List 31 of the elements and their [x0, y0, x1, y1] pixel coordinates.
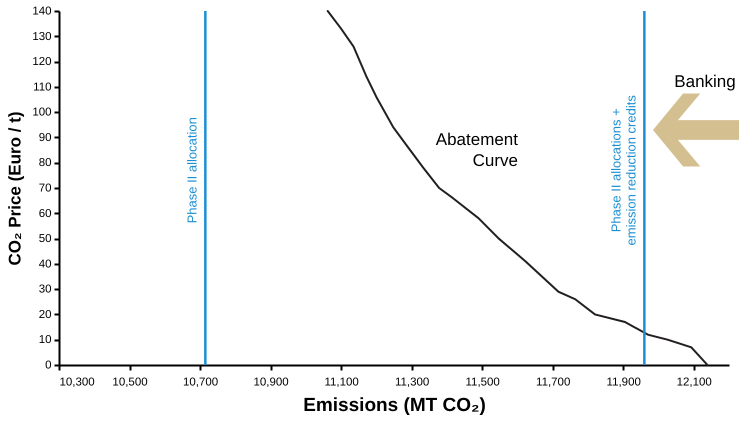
- x-tick-label: 12,100: [676, 376, 712, 388]
- y-tick-label: 30: [38, 284, 52, 296]
- x-tick-label: 11,500: [465, 376, 500, 388]
- y-tick-label: 40: [38, 258, 52, 270]
- annotation: Banking: [674, 72, 736, 91]
- x-tick-label: 11,100: [324, 376, 359, 388]
- x-tick-label: 10,500: [112, 376, 148, 388]
- y-tick-label: 130: [32, 30, 52, 43]
- ref-line-label: Phase II allocation: [184, 117, 200, 224]
- y-tick-label: 20: [38, 308, 52, 321]
- y-tick-label: 60: [38, 208, 52, 220]
- y-tick-label: 70: [38, 182, 52, 194]
- y-tick-label: 90: [38, 132, 52, 144]
- x-tick-label: 11,700: [536, 376, 570, 388]
- x-tick-label: 10,300: [60, 376, 95, 388]
- y-tick-label: 100: [32, 106, 52, 119]
- y-tick-label: 120: [32, 56, 52, 68]
- x-tick-label: 10,700: [182, 376, 218, 388]
- x-tick-label: 10,900: [253, 376, 289, 388]
- y-tick-label: 110: [33, 81, 52, 94]
- x-tick-label: 11,900: [606, 376, 641, 388]
- y-tick-label: 0: [45, 360, 52, 372]
- y-tick-label: 140: [32, 6, 52, 18]
- x-axis-title: Emissions (MT CO₂): [303, 395, 486, 416]
- annotation: Abatement Curve: [436, 130, 518, 170]
- y-axis-title: CO₂ Price (Euro / t): [5, 112, 24, 266]
- x-tick-label: 11,300: [394, 376, 430, 388]
- y-tick-label: 80: [38, 157, 52, 170]
- y-tick-label: 10: [38, 334, 52, 346]
- y-tick-label: 50: [38, 233, 52, 246]
- ref-line-label: Phase II allocations + emission reduction credits: [608, 94, 638, 246]
